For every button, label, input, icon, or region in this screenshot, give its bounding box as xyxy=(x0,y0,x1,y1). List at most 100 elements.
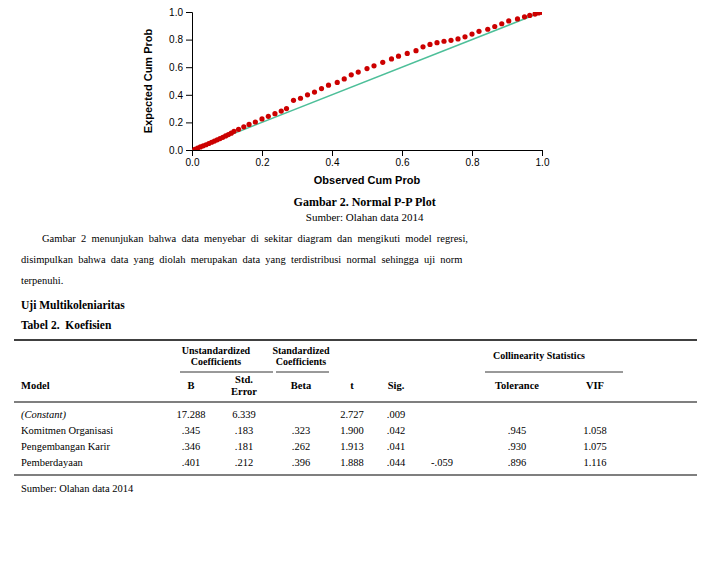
axis-line xyxy=(186,13,193,151)
column-header: Model xyxy=(21,380,50,391)
table-cell: -.059 xyxy=(431,457,453,468)
table-cell: .042 xyxy=(387,425,405,436)
tick-mark xyxy=(402,150,403,156)
table-cell: .212 xyxy=(235,457,253,468)
point xyxy=(469,31,474,36)
column-header: Error xyxy=(231,386,257,397)
point xyxy=(492,24,497,29)
table-rule xyxy=(485,372,623,373)
table-cell: 17.288 xyxy=(177,409,206,420)
point xyxy=(279,108,284,113)
tick-mark xyxy=(186,67,192,68)
title: Gambar 2. Normal P-P Plot xyxy=(294,195,436,209)
tick-label: 0.2 xyxy=(256,157,270,168)
point xyxy=(326,83,331,88)
plot: 0.00.20.40.60.81.00.00.20.40.60.81.0Obse… xyxy=(142,7,550,186)
point xyxy=(272,111,277,116)
reference-line xyxy=(192,12,542,150)
table-cell: .401 xyxy=(182,457,200,468)
point xyxy=(527,13,532,18)
table-cell: 1.888 xyxy=(340,457,364,468)
tick-label: 1.0 xyxy=(536,157,550,168)
tick: 0.6 xyxy=(396,150,410,168)
point xyxy=(253,119,258,124)
tick-mark xyxy=(542,150,543,156)
point xyxy=(266,114,271,119)
table-cell: 1.116 xyxy=(583,457,606,468)
point xyxy=(476,29,481,34)
point xyxy=(298,96,303,101)
table-footer: Sumber: Olahan data 2014 xyxy=(21,483,134,494)
table: UnstandardizedCoefficientsStandardizedCo… xyxy=(14,340,697,494)
column-header: B xyxy=(187,380,194,391)
point xyxy=(499,21,504,26)
table-cell: .181 xyxy=(235,441,253,452)
point xyxy=(231,129,236,134)
column-header: Sig. xyxy=(388,380,405,391)
table-cell: .396 xyxy=(292,457,310,468)
tick: 0.8 xyxy=(169,34,192,45)
tick: 0.4 xyxy=(326,150,340,168)
point xyxy=(335,80,340,85)
tick-mark xyxy=(262,150,263,156)
tick-mark xyxy=(186,40,192,41)
subtitle: Sumber: Olahan data 2014 xyxy=(306,211,424,223)
tick: 0.2 xyxy=(256,150,270,168)
table-cell: .345 xyxy=(182,425,200,436)
point xyxy=(259,116,264,121)
point xyxy=(455,36,460,41)
point xyxy=(413,48,418,53)
tick-mark xyxy=(186,122,192,123)
section-header: Uji Multikoleniaritas xyxy=(21,299,125,312)
point xyxy=(515,16,520,21)
table-cell: .945 xyxy=(508,425,526,436)
tick: 0.4 xyxy=(169,90,192,101)
tick-label: 0.6 xyxy=(169,62,183,73)
axis-line xyxy=(193,151,543,157)
row-label: Komitmen Organisasi xyxy=(21,425,113,436)
table-cell: 1.900 xyxy=(340,425,364,436)
marks xyxy=(192,12,542,150)
point xyxy=(441,39,446,44)
tick-label: 0.8 xyxy=(169,34,183,45)
point xyxy=(291,98,296,103)
table-rule xyxy=(14,474,697,475)
point xyxy=(462,34,467,39)
row-label: (Constant) xyxy=(21,409,66,421)
table-cell: .262 xyxy=(292,441,310,452)
tick-label: 0.4 xyxy=(326,157,340,168)
point xyxy=(389,56,394,61)
tick: 0.8 xyxy=(466,150,480,168)
point xyxy=(380,60,385,65)
tick-mark xyxy=(186,150,192,151)
point xyxy=(427,42,432,47)
table-rule xyxy=(14,401,697,402)
row-label: Pengembangan Karir xyxy=(21,441,110,452)
point xyxy=(539,12,542,15)
y-axis: 0.0 0.2 0.4 0.6 0.8 1.0 xyxy=(169,7,192,156)
table-cell: 1.058 xyxy=(583,425,607,436)
tick-mark xyxy=(186,95,192,96)
point xyxy=(506,18,511,23)
tick-label: 0.6 xyxy=(396,157,410,168)
table-cell: .323 xyxy=(292,425,310,436)
point xyxy=(305,92,310,97)
tick: 0.2 xyxy=(169,117,192,128)
point xyxy=(448,38,453,43)
point xyxy=(522,14,527,19)
tick: 0.0 xyxy=(169,145,192,156)
document-text: Gambar 2. Normal P-P Plot Sumber: Olahan … xyxy=(21,195,468,331)
table-cell: .183 xyxy=(235,425,253,436)
table-cell: .896 xyxy=(508,457,526,468)
tick-mark xyxy=(186,12,192,13)
body-line: terpenuhi. xyxy=(21,275,63,286)
point xyxy=(485,27,490,32)
point xyxy=(420,44,425,49)
x-axis: 0.00.20.40.60.81.0 xyxy=(186,150,550,168)
tick-label: 0.4 xyxy=(169,90,183,101)
tick-label: 1.0 xyxy=(169,7,183,18)
tick-label: 0.8 xyxy=(466,157,480,168)
table-rule xyxy=(276,372,329,373)
point xyxy=(246,122,251,127)
tick: 1.0 xyxy=(536,150,550,168)
